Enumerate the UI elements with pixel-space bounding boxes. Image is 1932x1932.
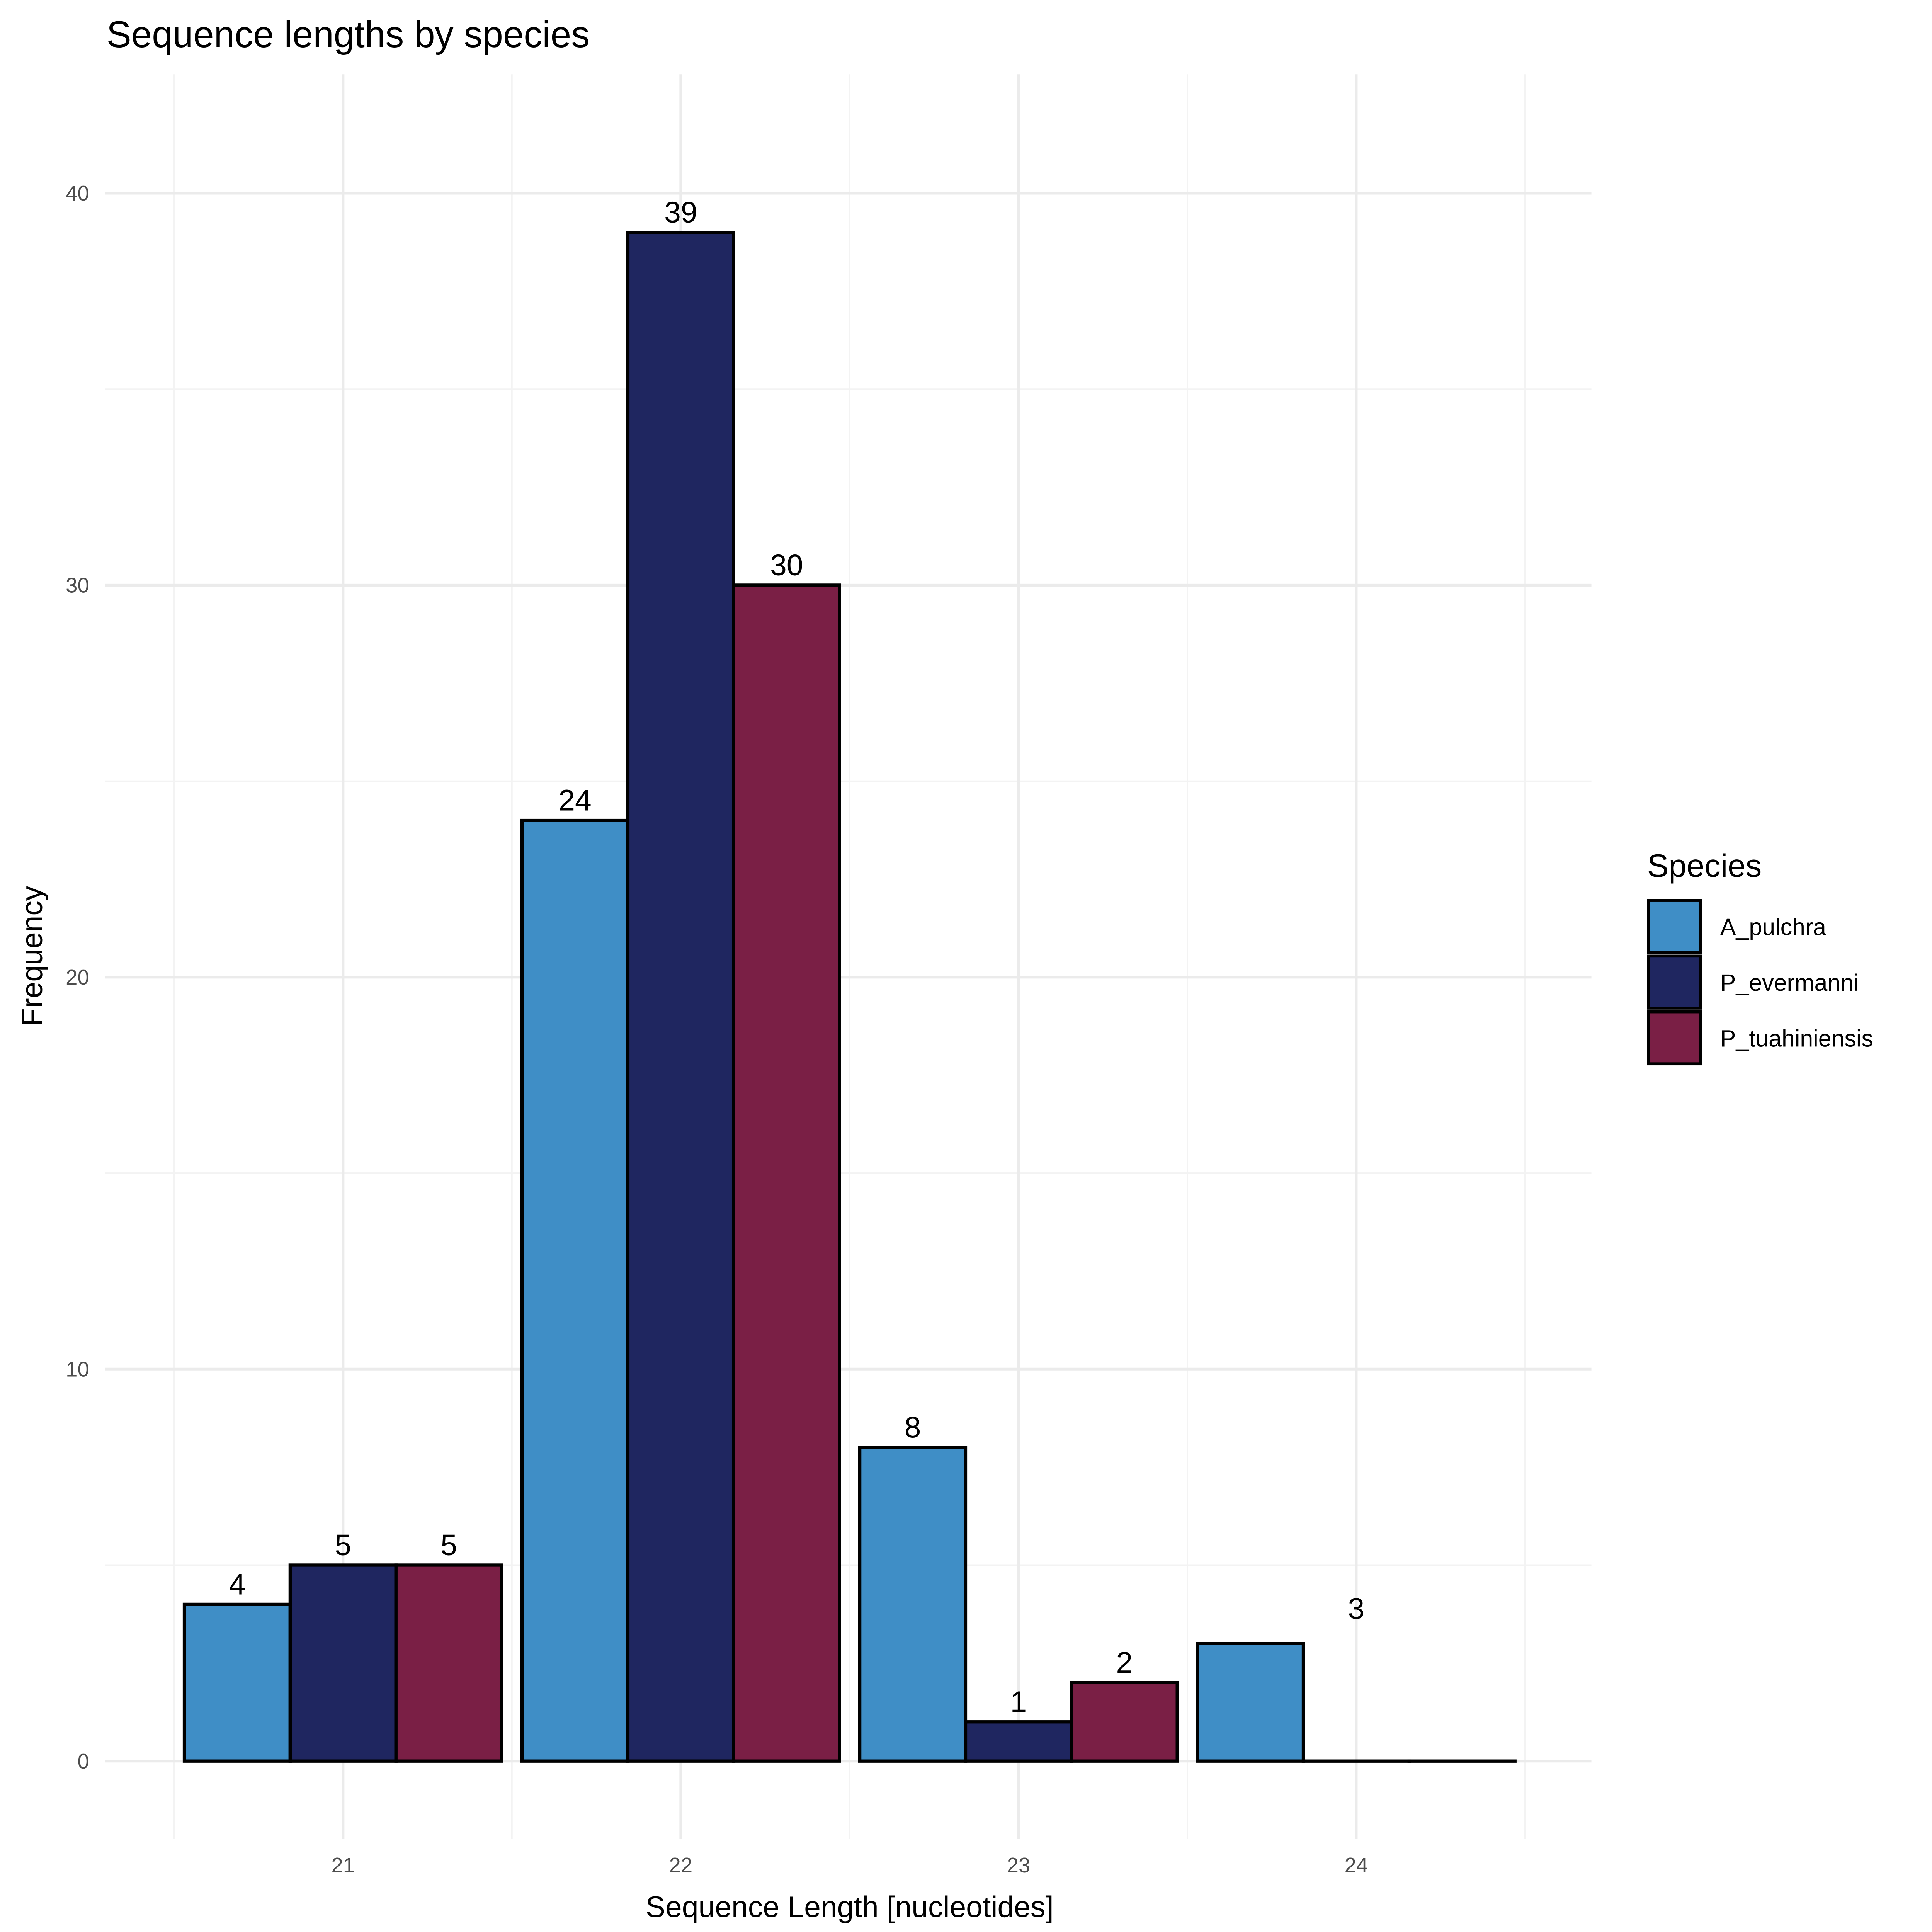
x-tick-label: 23	[1007, 1854, 1031, 1877]
chart-title: Sequence lengths by species	[107, 14, 590, 55]
bar-p-evermanni	[626, 231, 735, 1763]
bar-value-label: 5	[440, 1529, 457, 1562]
y-tick-label: 10	[66, 1358, 89, 1381]
legend-swatch	[1647, 954, 1702, 1010]
grid	[105, 74, 1592, 1839]
bar-labels: 4 5 5 24 39 30 8 1 2 3	[229, 196, 1365, 1719]
bar-p-tuahiniensis	[1070, 1681, 1179, 1763]
y-tick-label: 30	[66, 574, 89, 597]
bar-value-label: 24	[558, 784, 592, 817]
bar-p-tuahiniensis	[394, 1563, 503, 1763]
y-tick-label: 40	[66, 182, 89, 205]
bar-value-label: 4	[229, 1568, 246, 1601]
bar-value-label: 3	[1348, 1592, 1365, 1625]
legend-label: A_pulchra	[1720, 914, 1826, 940]
legend-label: P_evermanni	[1720, 969, 1859, 996]
bar-value-label: 5	[335, 1529, 351, 1562]
bar-value-label: 30	[770, 549, 803, 582]
legend-swatch	[1647, 899, 1702, 954]
bar-a-pulchra	[182, 1602, 292, 1763]
x-tick-label: 24	[1345, 1854, 1368, 1877]
y-axis-label: Frequency	[15, 886, 49, 1026]
legend-title: Species	[1647, 848, 1762, 884]
bar-p-evermanni	[288, 1563, 398, 1763]
y-tick-label: 20	[66, 966, 89, 989]
y-tick-label: 0	[77, 1750, 89, 1773]
bars	[182, 231, 1517, 1763]
legend: Species A_pulchra P_evermanni P_tuahiniens…	[1647, 848, 1873, 1066]
x-tick-label: 22	[669, 1854, 693, 1877]
bar-p-evermanni	[964, 1720, 1073, 1763]
legend-swatch	[1647, 1010, 1702, 1066]
x-tick-label: 21	[332, 1854, 355, 1877]
legend-label: P_tuahiniensis	[1720, 1025, 1873, 1051]
bar-a-pulchra	[520, 818, 630, 1763]
bar-a-pulchra	[1196, 1642, 1305, 1763]
bar-p-tuahiniensis	[732, 583, 841, 1763]
bar-value-label: 1	[1010, 1685, 1027, 1719]
bar-value-label: 2	[1116, 1646, 1133, 1679]
bar-value-label: 39	[664, 196, 697, 229]
bar-a-pulchra	[858, 1446, 968, 1763]
x-axis-label: Sequence Length [nucleotides]	[646, 1891, 1054, 1924]
bar-value-label: 8	[905, 1411, 921, 1444]
